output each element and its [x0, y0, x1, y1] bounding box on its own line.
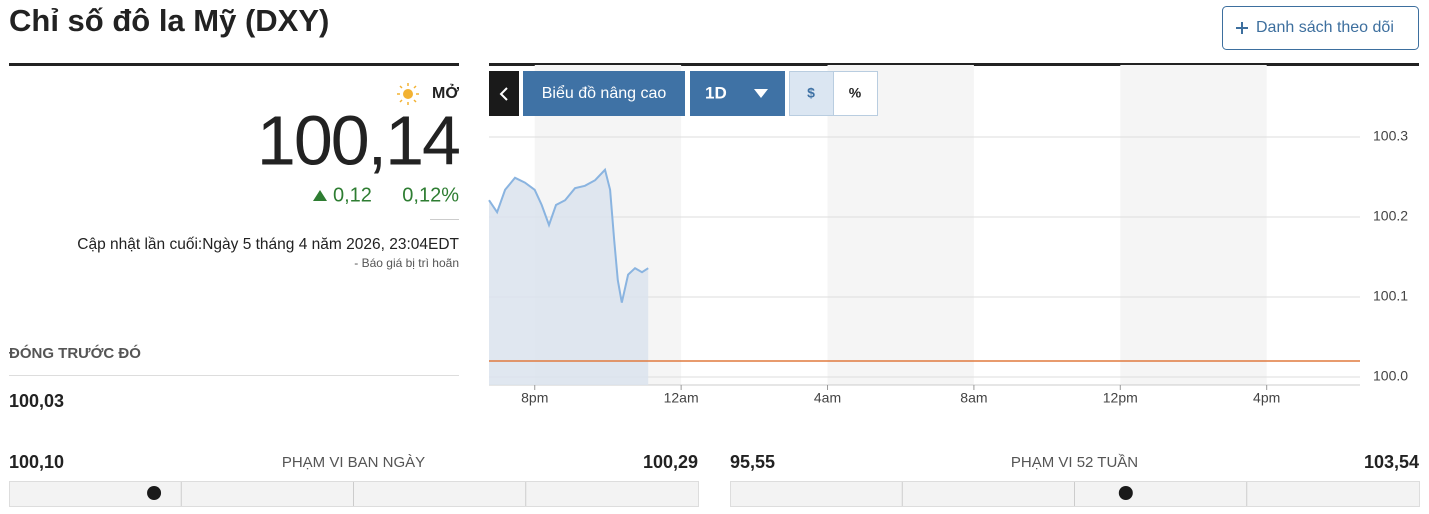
range-low: 95,55 — [730, 452, 775, 472]
button-label: Biểu đồ nâng cao — [542, 84, 667, 102]
range-marker — [147, 486, 162, 500]
range-low: 100,10 — [9, 452, 64, 472]
ranges: 100,10 PHẠM VI BAN NGÀY 100,29 95,55 PHẠM VI… — [9, 452, 1420, 507]
y-tick-label: 100.3 — [1373, 128, 1408, 144]
y-tick-label: 100.1 — [1373, 288, 1408, 304]
watchlist-button[interactable]: Danh sách theo dõi — [1222, 6, 1419, 50]
toggle-label: % — [849, 85, 862, 101]
delay-note: - Báo giá bị trì hoãn — [354, 256, 459, 270]
page-title: Chỉ số đô la Mỹ (DXY) — [9, 3, 329, 38]
toggle-label: $ — [807, 85, 815, 101]
change-percent: 0,12% — [402, 184, 459, 206]
x-tick-label: 4am — [814, 390, 841, 406]
range-high: 103,54 — [1364, 452, 1419, 472]
last-updated: Cập nhật lần cuối:Ngày 5 tháng 4 năm 202… — [77, 236, 459, 253]
x-tick-label: 8am — [960, 390, 987, 406]
previous-close-label: ĐÓNG TRƯỚC ĐÓ — [9, 344, 141, 362]
y-tick-label: 100.0 — [1373, 368, 1408, 384]
button-label: Danh sách theo dõi — [1256, 19, 1394, 36]
x-tick-label: 12pm — [1103, 390, 1138, 406]
currency-toggle[interactable]: $ — [789, 71, 834, 116]
x-tick-label: 8pm — [521, 390, 548, 406]
chart: 100.0 100.1 100.2 100.3 8pm 12am 4am 8am 12pm 4pm — [488, 65, 1408, 406]
divider — [9, 63, 459, 66]
line — [488, 167, 649, 303]
session-band — [827, 65, 974, 385]
market-status: MỞ — [432, 83, 459, 102]
interval-select[interactable]: 1D — [690, 71, 785, 116]
range-label: PHẠM VI 52 TUẦN — [1011, 454, 1138, 471]
collapse-button[interactable] — [489, 71, 519, 116]
range-marker — [1118, 486, 1133, 500]
interval-label: 1D — [705, 83, 727, 102]
divider — [489, 63, 1419, 66]
range-high: 100,29 — [643, 452, 698, 472]
range-label: PHẠM VI BAN NGÀY — [282, 454, 425, 471]
advanced-chart-button[interactable]: Biểu đồ nâng cao — [523, 71, 685, 116]
area — [489, 169, 649, 385]
up-arrow — [313, 190, 327, 201]
button-frame — [1222, 6, 1419, 50]
sun-icon — [397, 83, 419, 105]
percent-toggle[interactable]: % — [833, 71, 878, 116]
previous-close: 100,03 — [9, 391, 64, 411]
change: 0,12 — [333, 184, 372, 206]
x-tick-label: 4pm — [1253, 390, 1280, 406]
y-tick-label: 100.2 — [1373, 208, 1408, 224]
price: 100,14 — [257, 101, 459, 179]
session-band — [1120, 65, 1267, 385]
x-tick-label: 12am — [664, 390, 699, 406]
